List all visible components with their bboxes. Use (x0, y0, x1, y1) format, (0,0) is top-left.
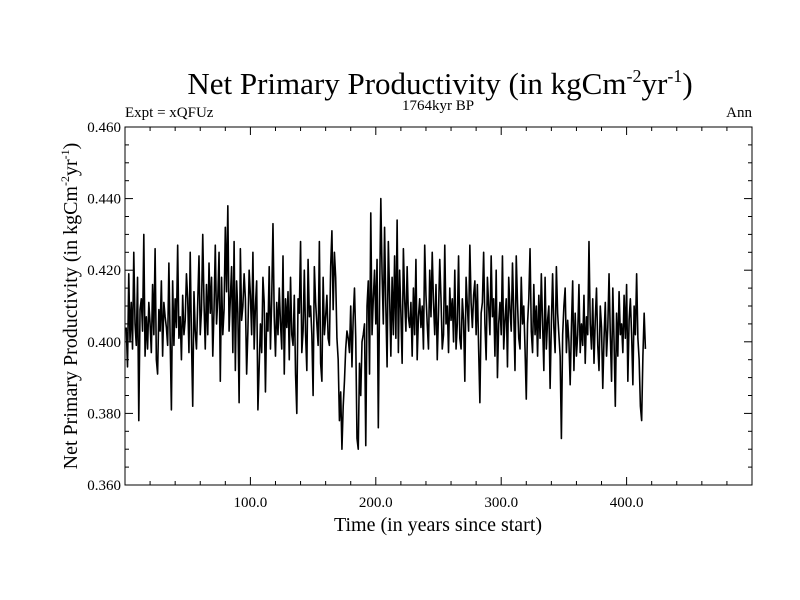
y-tick-label: 0.380 (87, 406, 121, 422)
x-tick-label: 200.0 (359, 495, 393, 511)
ylabel-main: Net Primary Productivity (in kgCm (60, 186, 82, 470)
chart-title: Net Primary Productivity (in kgCm-2yr-1) (187, 66, 692, 101)
x-tick-label: 400.0 (610, 495, 644, 511)
y-tick-label: 0.420 (87, 263, 121, 279)
title-sup1: -2 (626, 66, 641, 86)
ylabel-sup1: -2 (58, 176, 72, 186)
ylabel-end: ) (60, 143, 82, 150)
x-axis-ticks (149, 127, 728, 485)
ylabel-mid: yr (60, 159, 82, 176)
y-axis-label: Net Primary Productivity (in kgCm-2yr-1) (58, 143, 82, 470)
subtitle-experiment: Expt = xQFUz (125, 105, 214, 121)
title-main: Net Primary Productivity (in kgCm (187, 66, 626, 101)
subtitle-season: Ann (726, 105, 752, 121)
y-tick-label: 0.440 (87, 192, 121, 208)
title-mid: yr (641, 66, 668, 101)
y-tick-label: 0.360 (87, 478, 121, 494)
series-npp-line (125, 197, 647, 450)
x-tick-label: 100.0 (234, 495, 268, 511)
x-axis-label: Time (in years since start) (334, 514, 542, 536)
title-end: ) (682, 66, 692, 101)
y-axis-tick-labels: 0.360 0.380 0.400 0.420 0.440 0.460 (87, 120, 121, 494)
y-tick-label: 0.460 (87, 120, 121, 136)
y-tick-label: 0.400 (87, 335, 121, 351)
title-sup2: -1 (667, 66, 682, 86)
subtitle-period: 1764kyr BP (402, 98, 474, 114)
x-tick-label: 300.0 (484, 495, 518, 511)
x-axis-tick-labels: 100.0 200.0 300.0 400.0 (234, 495, 644, 511)
ylabel-sup2: -1 (58, 149, 72, 159)
